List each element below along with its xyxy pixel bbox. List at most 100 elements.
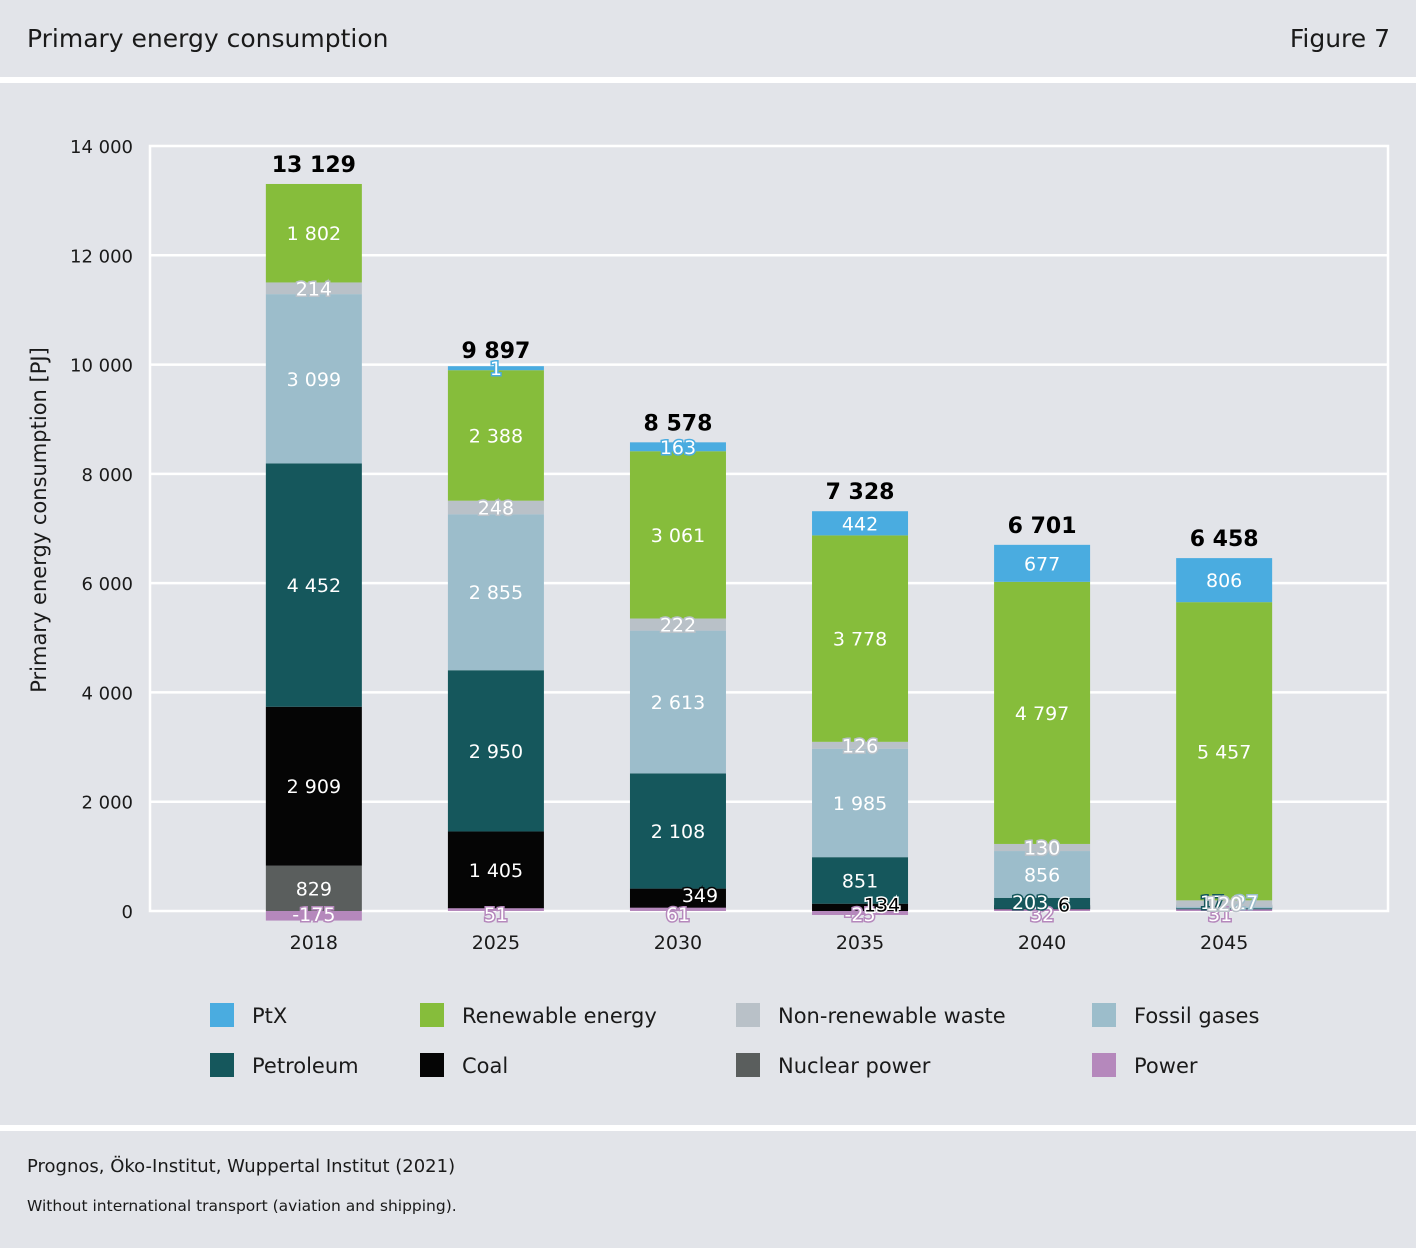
legend-swatch [736, 1003, 760, 1027]
legend: PtX Renewable energy Non-renewable waste Fo… [210, 1003, 1259, 1078]
y-tick-label: 14 000 [70, 137, 133, 158]
data-label-ptx: 677 [1024, 553, 1060, 575]
legend-label: Renewable energy [462, 1004, 657, 1028]
data-label-fossil-gases: 3 099 [287, 369, 341, 391]
y-tick-label: 10 000 [70, 356, 133, 377]
top-divider [0, 77, 1416, 83]
data-label-coal: 6 [1058, 894, 1070, 916]
bar-total-label: 13 129 [272, 153, 356, 178]
bar-segment-fossil-gases [265, 294, 362, 464]
legend-item-renewable-energy: Renewable energy [420, 1003, 657, 1028]
data-label-ptx: 442 [842, 513, 878, 535]
y-axis: 0 2 000 4 000 6 000 8 000 10 000 12 000 14 000 [70, 137, 133, 923]
bar-segment-power [265, 911, 362, 921]
bar-segment-coal [447, 831, 544, 909]
bar-segment-non-renewable-waste [629, 618, 726, 631]
data-label-petroleum: 2 950 [469, 741, 523, 763]
bar-group-2025: 51 1 405 2 950 2 855 248 2 388 19 897 [447, 339, 544, 928]
legend-item-ptx: PtX [210, 1003, 287, 1028]
legend-label: Petroleum [252, 1054, 359, 1078]
legend-item-fossil-gases: Fossil gases [1092, 1003, 1259, 1028]
bar-segment-ptx [994, 544, 1091, 582]
data-label-power: -175 [292, 904, 335, 926]
y-tick-label: 12 000 [70, 246, 133, 267]
bar-segment-renewable-energy [629, 451, 726, 619]
x-axis: 2018 2025 2030 2035 2040 2045 [290, 932, 1249, 954]
data-label-renewable-energy: 3 778 [833, 629, 887, 651]
bottom-divider [0, 1125, 1416, 1131]
data-label-fossil-gases: 2 855 [469, 582, 523, 604]
data-label-petroleum: 851 [842, 870, 878, 892]
data-label-petroleum: 4 452 [287, 575, 341, 597]
x-tick-label: 2030 [654, 932, 702, 954]
x-tick-label: 2045 [1200, 932, 1248, 954]
data-label-power: 51 [484, 904, 508, 926]
bar-segment-power [447, 907, 544, 911]
data-label-renewable-energy: 3 061 [651, 525, 705, 547]
data-label-fossil-gases: 2 613 [651, 692, 705, 714]
bar-segment-non-renewable-waste [447, 500, 544, 515]
data-label-coal: 2 909 [287, 776, 341, 798]
data-label-non-renewable-waste: 214 [296, 278, 332, 300]
data-label-renewable-energy: 2 388 [469, 425, 523, 447]
y-tick-label: 4 000 [81, 683, 133, 704]
data-label-non-renewable-waste: 126 [842, 735, 878, 757]
bar-segment-petroleum [265, 463, 362, 707]
legend-label: Fossil gases [1134, 1004, 1259, 1028]
bar-segment-coal [629, 888, 726, 908]
data-label-nuclear-power: 829 [296, 878, 332, 900]
bar-segment-petroleum [812, 857, 909, 904]
x-tick-label: 2035 [836, 932, 884, 954]
bar-segment-ptx [629, 442, 726, 452]
data-label-petroleum: 203 [1012, 892, 1048, 914]
data-label-non-renewable-waste: 130 [1024, 838, 1060, 860]
y-tick-label: 2 000 [81, 793, 133, 814]
legend-swatch [1092, 1053, 1116, 1077]
data-label-power: 61 [666, 904, 690, 926]
data-label-fossil-gases: 27 [1234, 892, 1258, 914]
legend-item-coal: Coal [420, 1053, 508, 1078]
footnote-text: Without international transport (aviatio… [27, 1197, 457, 1215]
legend-label: Coal [462, 1054, 508, 1078]
data-label-petroleum: 17 [1200, 892, 1224, 914]
data-label-coal: 1 405 [469, 860, 523, 882]
y-tick-label: 0 [122, 902, 133, 923]
bar-segment-fossil-gases [629, 630, 726, 774]
data-label-coal: 349 [682, 885, 718, 907]
bar-segment-renewable-energy [1176, 602, 1273, 901]
bar-segment-coal [812, 903, 909, 911]
bar-segment-fossil-gases [812, 748, 909, 858]
data-label-non-renewable-waste: 120 [1206, 894, 1242, 916]
y-tick-label: 6 000 [81, 574, 133, 595]
data-label-ptx: 806 [1206, 570, 1242, 592]
bar-segment-renewable-energy [265, 183, 362, 283]
bar-group-2040: 32 6 203 856 130 4 797 677 6 701 [994, 514, 1091, 928]
y-axis-label: Primary energy consumption [PJ] [27, 347, 51, 693]
bar-segment-non-renewable-waste [265, 282, 362, 295]
legend-label: PtX [252, 1004, 287, 1028]
y-tick-label: 8 000 [81, 465, 133, 486]
header: Primary energy consumption Figure 7 [0, 0, 1416, 78]
data-label-petroleum: 2 108 [651, 821, 705, 843]
data-label-renewable-energy: 4 797 [1015, 703, 1069, 725]
bar-segment-non-renewable-waste [994, 843, 1091, 852]
bar-segment-fossil-gases [447, 514, 544, 671]
plot-frame [148, 144, 1390, 913]
bar-segment-ptx [812, 511, 909, 536]
legend-swatch [420, 1053, 444, 1077]
data-label-ptx: 1 [490, 358, 502, 380]
legend-swatch [420, 1003, 444, 1027]
data-label-power: 32 [1030, 904, 1054, 926]
data-label-non-renewable-waste: 222 [660, 615, 696, 637]
data-label-power: 31 [1208, 904, 1232, 926]
bar-total-label: 6 458 [1190, 527, 1259, 552]
bar-total-label: 8 578 [644, 411, 713, 436]
data-label-power: -25 [845, 904, 876, 926]
bars: -175 829 2 909 4 452 3 099 214 1 802 13 129 51 1 … [265, 153, 1273, 928]
bar-segment-power [812, 911, 909, 915]
data-label-ptx: 163 [660, 437, 696, 459]
